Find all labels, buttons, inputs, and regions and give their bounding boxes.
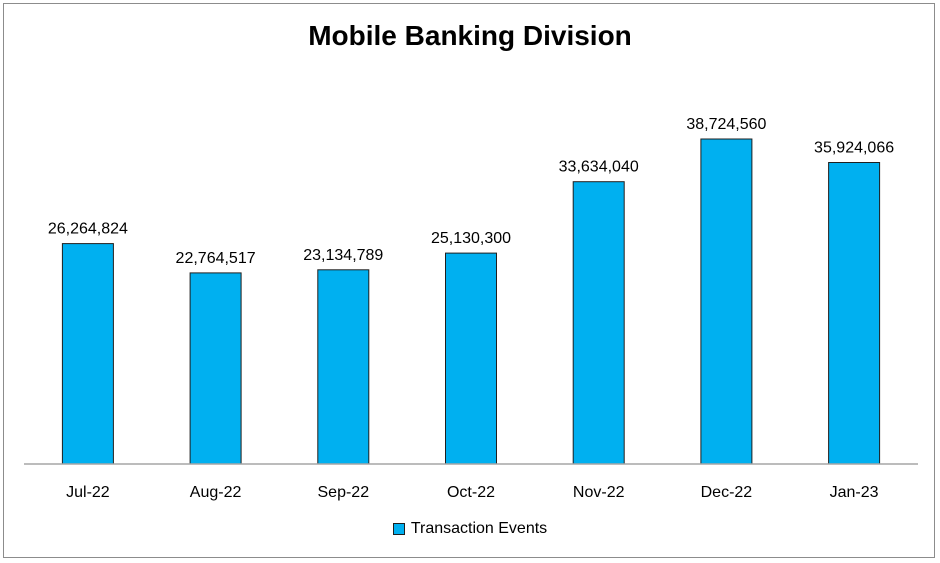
- x-tick-label: Sep-22: [318, 484, 370, 501]
- chart-legend: Transaction Events: [0, 520, 940, 538]
- x-tick-label: Jan-23: [830, 484, 879, 501]
- x-tick-label: Jul-22: [66, 484, 110, 501]
- bar: [61, 243, 114, 465]
- bar: [572, 181, 625, 465]
- bar: [700, 138, 753, 465]
- data-label: 33,634,040: [559, 159, 639, 176]
- bar: [189, 272, 242, 465]
- bar: [317, 269, 370, 465]
- x-tick-label: Nov-22: [573, 484, 625, 501]
- legend-label: Transaction Events: [410, 520, 548, 537]
- legend-swatch: [392, 523, 405, 535]
- x-tick-label: Oct-22: [447, 484, 495, 501]
- data-label: 38,724,560: [686, 116, 766, 133]
- bar: [828, 162, 881, 465]
- x-tick-label: Dec-22: [701, 484, 753, 501]
- data-label: 25,130,300: [431, 230, 511, 247]
- x-tick-label: Aug-22: [190, 484, 242, 501]
- chart-title: Mobile Banking Division: [308, 20, 632, 51]
- data-label: 35,924,066: [814, 140, 894, 157]
- bar: [445, 252, 497, 465]
- data-label: 22,764,517: [176, 250, 256, 267]
- data-label: 23,134,789: [303, 247, 383, 264]
- data-label: 26,264,824: [48, 221, 128, 238]
